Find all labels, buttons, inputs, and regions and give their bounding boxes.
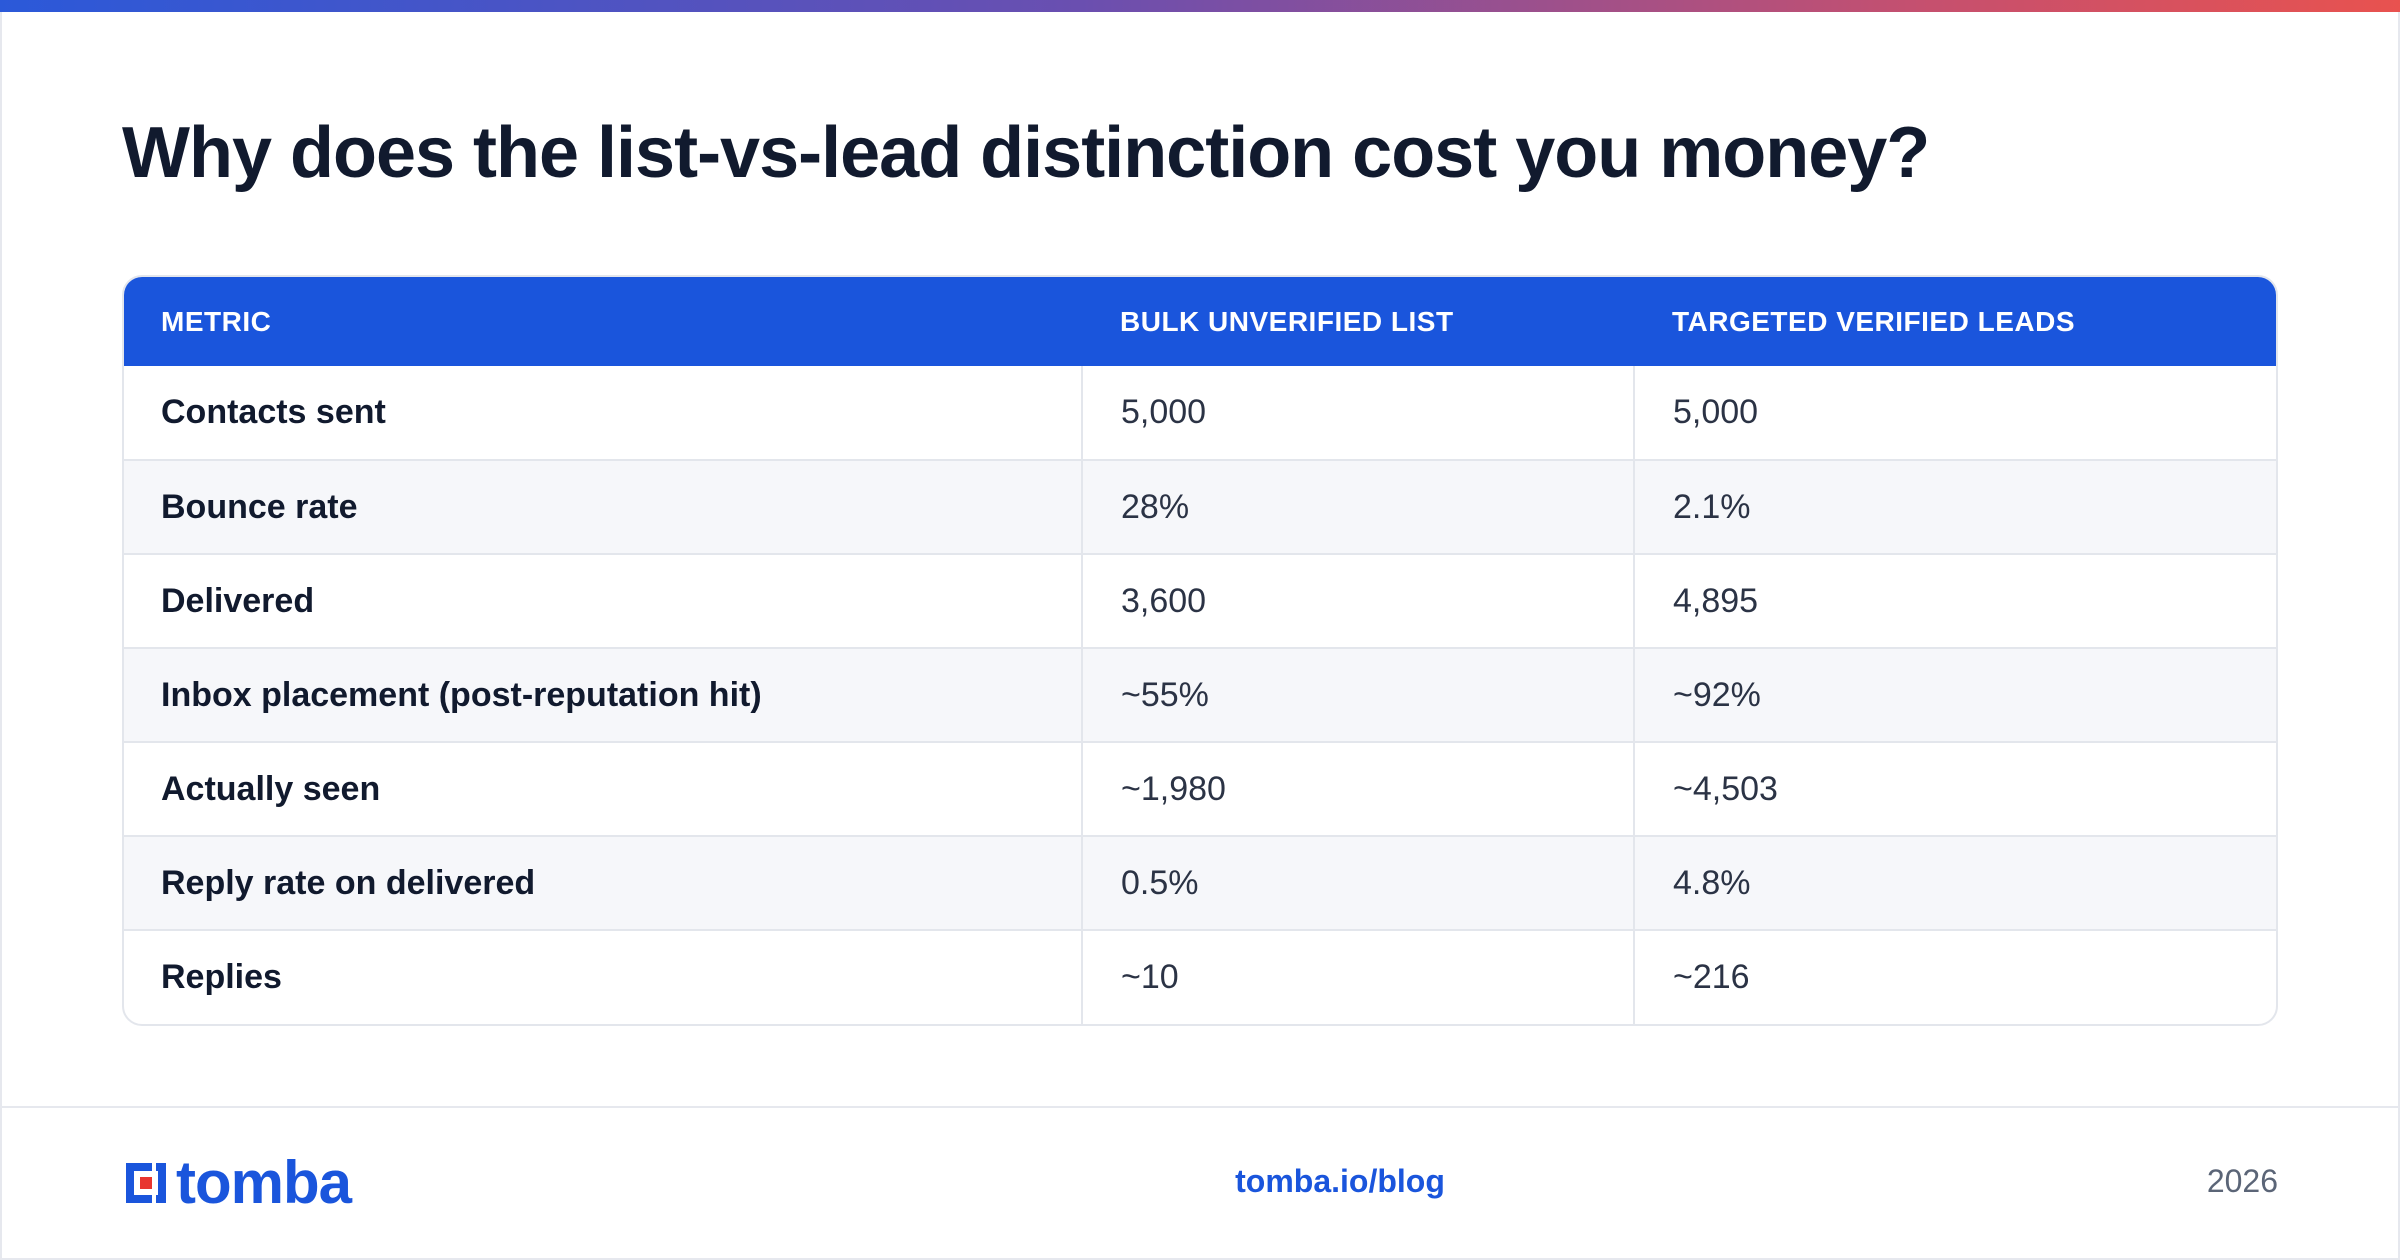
bulk-value-cell: ~10 xyxy=(1081,930,1634,1024)
bulk-value-cell: 28% xyxy=(1081,460,1634,554)
header-metric: METRIC xyxy=(161,305,272,337)
metric-cell: Actually seen xyxy=(161,769,381,808)
metric-cell: Inbox placement (post-reputation hit) xyxy=(161,675,762,714)
table-row: Contacts sent 5,000 5,000 xyxy=(124,366,2276,460)
targeted-value-cell: 5,000 xyxy=(1633,366,2276,460)
metric-cell: Replies xyxy=(161,958,282,996)
bulk-value-cell: ~1,980 xyxy=(1081,742,1634,836)
footer-divider xyxy=(0,1106,2400,1108)
table-row: Actually seen ~1,980 ~4,503 xyxy=(124,742,2276,836)
table-row: Replies ~10 ~216 xyxy=(124,930,2276,1024)
table-header-row: METRIC BULK UNVERIFIED LIST TARGETED VER… xyxy=(124,277,2276,366)
table-header: METRIC BULK UNVERIFIED LIST TARGETED VER… xyxy=(124,277,2276,366)
table-row: Inbox placement (post-reputation hit) ~5… xyxy=(124,648,2276,742)
targeted-value-cell: 4.8% xyxy=(1633,836,2276,930)
targeted-value-cell: ~216 xyxy=(1633,930,2276,1024)
metric-cell: Reply rate on delivered xyxy=(161,863,536,902)
metric-cell: Bounce rate xyxy=(161,487,358,526)
table-body: Contacts sent 5,000 5,000 Bounce rate 28… xyxy=(124,366,2276,1024)
bulk-value-cell: 3,600 xyxy=(1081,554,1634,648)
page-title: Why does the list-vs-lead distinction co… xyxy=(122,113,1930,193)
targeted-value-cell: ~4,503 xyxy=(1633,742,2276,836)
tomba-logo-text: tomba xyxy=(176,1149,352,1216)
metric-cell: Delivered xyxy=(161,581,315,620)
bulk-value-cell: 5,000 xyxy=(1081,366,1634,460)
bulk-value-cell: ~55% xyxy=(1081,648,1634,742)
blog-link[interactable]: tomba.io/blog xyxy=(1235,1163,1445,1199)
table-row: Reply rate on delivered 0.5% 4.8% xyxy=(124,836,2276,930)
header-bulk-unverified-list: BULK UNVERIFIED LIST xyxy=(1120,305,1454,337)
footer-year: 2026 xyxy=(2206,1163,2278,1199)
tomba-logo[interactable]: tomba xyxy=(122,1149,352,1216)
bulk-value-cell: 0.5% xyxy=(1081,836,1634,930)
table-row: Bounce rate 28% 2.1% xyxy=(124,460,2276,554)
targeted-value-cell: ~92% xyxy=(1633,648,2276,742)
tomba-logo-icon xyxy=(122,1159,170,1207)
comparison-table: METRIC BULK UNVERIFIED LIST TARGETED VER… xyxy=(124,277,2276,1024)
table-row: Delivered 3,600 4,895 xyxy=(124,554,2276,648)
header-targeted-verified-leads: TARGETED VERIFIED LEADS xyxy=(1672,305,2076,337)
top-gradient-bar xyxy=(0,0,2400,12)
comparison-table-container: METRIC BULK UNVERIFIED LIST TARGETED VER… xyxy=(122,275,2278,1026)
metric-cell: Contacts sent xyxy=(161,393,386,431)
targeted-value-cell: 2.1% xyxy=(1633,460,2276,554)
targeted-value-cell: 4,895 xyxy=(1633,554,2276,648)
